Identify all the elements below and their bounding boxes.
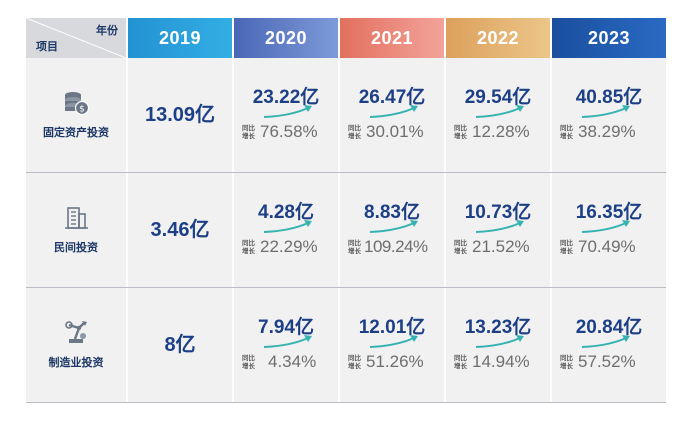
growth-label: 同比 增长 [560, 124, 573, 140]
value-cell-2021: 26.47亿 同比 增长 30.01% [340, 58, 444, 172]
building-icon [65, 207, 88, 229]
year-header-2020: 2020 [234, 18, 338, 58]
value: 8.83亿 [364, 202, 420, 223]
value-cell-2023: 20.84亿 同比 增长 57.52% [552, 288, 666, 402]
value: 7.94亿 [258, 317, 314, 338]
growth-label: 同比 增长 [560, 354, 573, 370]
growth-percent: 51.26% [366, 352, 424, 371]
year-header-2022: 2022 [446, 18, 550, 58]
trend-arrow-icon [369, 220, 418, 233]
growth-percent: 21.52% [472, 237, 530, 256]
row-label: 制造业投资 [48, 356, 104, 369]
trend-arrow-icon [475, 220, 524, 233]
value-cell-2020: 23.22亿 同比 增长 76.58% [234, 58, 338, 172]
value-cell-2020: 4.28亿 同比 增长 22.29% [234, 173, 338, 287]
row-label-cell: $ 固定资产投资 [26, 58, 126, 172]
table-row-fixed-asset: $ 固定资产投资 13.09亿 23.22亿 同比 增长 76.58% 26.47… [26, 58, 666, 172]
base-value-2019: 13.09亿 [144, 104, 216, 126]
growth-percent: 12.28% [472, 122, 530, 141]
value: 40.85亿 [575, 87, 643, 108]
value-cell-2021: 8.83亿 同比 增长 109.24% [340, 173, 444, 287]
trend-arrow-icon [369, 335, 418, 348]
value: 23.22亿 [252, 87, 320, 108]
header-corner-cell: 年份 项目 [26, 18, 126, 58]
table-row-manufacturing: 制造业投资 8亿 7.94亿 同比 增长 4.34% 12.01亿 同比 增长 51… [26, 288, 666, 402]
row-divider [26, 402, 666, 403]
value: 13.23亿 [464, 317, 532, 338]
value-cell-2023: 16.35亿 同比 增长 70.49% [552, 173, 666, 287]
growth-label: 同比 增长 [454, 124, 467, 140]
growth-label: 同比 增长 [348, 239, 361, 255]
value: 10.73亿 [464, 202, 532, 223]
growth-label: 同比 增长 [560, 239, 573, 255]
value: 12.01亿 [358, 317, 426, 338]
value-cell-2022: 13.23亿 同比 增长 14.94% [446, 288, 550, 402]
label-column-bg [26, 58, 126, 402]
growth-percent: 38.29% [578, 122, 636, 141]
value-cell-2022: 10.73亿 同比 增长 21.52% [446, 173, 550, 287]
growth-percent: 14.94% [472, 352, 530, 371]
column-bg-2019 [128, 58, 232, 402]
value: 16.35亿 [575, 202, 643, 223]
trend-arrow-icon [475, 105, 524, 118]
year-header-2021: 2021 [340, 18, 444, 58]
corner-year-label: 年份 [96, 24, 118, 37]
year-header-2019: 2019 [128, 18, 232, 58]
row-divider [26, 287, 666, 288]
coins-icon: $ [65, 92, 90, 116]
base-value-2019: 8亿 [164, 334, 196, 356]
year-header-2023: 2023 [552, 18, 666, 58]
table-row-private-investment: 民间投资 3.46亿 4.28亿 同比 增长 22.29% 8.83亿 同比 增长 … [26, 173, 666, 287]
growth-percent: 57.52% [578, 352, 636, 371]
trend-arrow-icon [581, 105, 630, 118]
trend-arrow-icon [581, 335, 630, 348]
growth-label: 同比 增长 [348, 354, 361, 370]
growth-label: 同比 增长 [348, 124, 361, 140]
robot-arm-icon [65, 321, 87, 343]
row-label-cell: 民间投资 [26, 173, 126, 287]
row-label-cell: 制造业投资 [26, 288, 126, 402]
trend-arrow-icon [263, 335, 312, 348]
value-cell-2023: 40.85亿 同比 增长 38.29% [552, 58, 666, 172]
value: 29.54亿 [464, 87, 532, 108]
growth-label: 同比 增长 [242, 124, 255, 140]
trend-arrow-icon [263, 220, 312, 233]
diagonal-divider [26, 18, 126, 58]
growth-percent: 22.29% [260, 237, 318, 256]
growth-label: 同比 增长 [242, 354, 255, 370]
growth-percent: 109.24% [364, 237, 428, 256]
base-value-2019: 3.46亿 [150, 219, 210, 241]
growth-percent: 76.58% [260, 122, 318, 141]
growth-label: 同比 增长 [454, 239, 467, 255]
row-label: 民间投资 [54, 241, 98, 254]
growth-label: 同比 增长 [242, 239, 255, 255]
trend-arrow-icon [263, 105, 312, 118]
trend-arrow-icon [369, 105, 418, 118]
corner-item-label: 项目 [36, 40, 58, 53]
value-cell-2020: 7.94亿 同比 增长 4.34% [234, 288, 338, 402]
trend-arrow-icon [581, 220, 630, 233]
value-cell-2022: 29.54亿 同比 增长 12.28% [446, 58, 550, 172]
growth-percent: 4.34% [268, 352, 317, 371]
value: 4.28亿 [258, 202, 314, 223]
column-bg-2023 [552, 58, 666, 402]
row-label: 固定资产投资 [43, 126, 109, 139]
row-divider [26, 172, 666, 173]
growth-label: 同比 增长 [454, 354, 467, 370]
value-cell-2021: 12.01亿 同比 增长 51.26% [340, 288, 444, 402]
growth-percent: 30.01% [366, 122, 424, 141]
value: 26.47亿 [358, 87, 426, 108]
growth-percent: 70.49% [578, 237, 636, 256]
trend-arrow-icon [475, 335, 524, 348]
svg-text:$: $ [79, 105, 85, 115]
value: 20.84亿 [575, 317, 643, 338]
